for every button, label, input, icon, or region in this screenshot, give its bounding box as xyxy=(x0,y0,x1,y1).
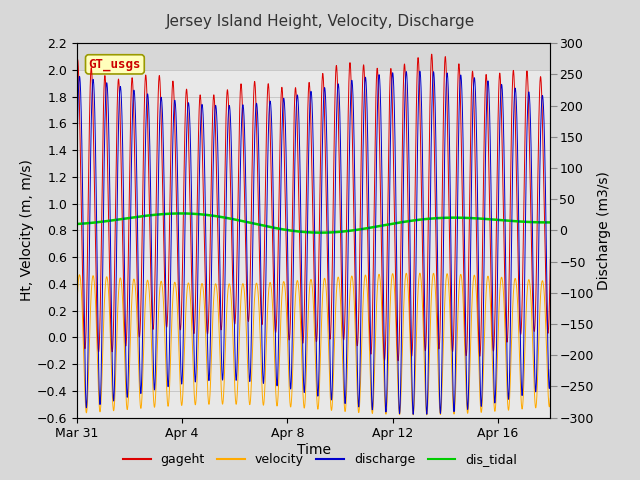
dis_tidal xyxy=(546,219,554,225)
Legend: gageht, velocity, discharge, dis_tidal: gageht, velocity, discharge, dis_tidal xyxy=(118,448,522,471)
gageht xyxy=(158,147,166,153)
velocity xyxy=(419,324,427,330)
gageht xyxy=(296,221,303,227)
velocity xyxy=(546,401,554,407)
discharge xyxy=(296,129,303,134)
dis_tidal xyxy=(393,220,401,226)
velocity xyxy=(73,308,81,314)
Text: GT_usgs: GT_usgs xyxy=(88,58,141,71)
velocity xyxy=(446,313,454,319)
Y-axis label: Discharge (m3/s): Discharge (m3/s) xyxy=(596,171,611,290)
discharge xyxy=(158,99,166,105)
gageht xyxy=(419,286,427,292)
dis_tidal xyxy=(158,211,166,217)
discharge xyxy=(73,167,81,173)
gageht xyxy=(393,335,401,341)
X-axis label: Time: Time xyxy=(296,443,331,457)
dis_tidal xyxy=(446,215,454,221)
gageht xyxy=(394,358,402,363)
Line: dis_tidal: dis_tidal xyxy=(77,214,550,233)
Line: discharge: discharge xyxy=(77,71,550,414)
dis_tidal xyxy=(419,216,427,222)
dis_tidal xyxy=(177,211,185,216)
velocity xyxy=(158,280,166,286)
gageht xyxy=(547,256,554,262)
discharge xyxy=(547,367,554,372)
gageht xyxy=(73,69,81,75)
discharge xyxy=(546,380,554,385)
discharge xyxy=(416,68,424,74)
velocity xyxy=(393,350,401,356)
dis_tidal xyxy=(317,230,324,236)
Line: velocity: velocity xyxy=(77,273,550,415)
dis_tidal xyxy=(73,221,81,227)
discharge xyxy=(410,411,417,417)
discharge xyxy=(419,205,427,211)
Line: gageht: gageht xyxy=(77,54,550,360)
velocity xyxy=(410,412,417,418)
dis_tidal xyxy=(296,228,303,234)
Y-axis label: Ht, Velocity (m, m/s): Ht, Velocity (m, m/s) xyxy=(20,159,34,301)
velocity xyxy=(547,396,554,401)
dis_tidal xyxy=(547,219,554,225)
velocity xyxy=(296,292,303,298)
discharge xyxy=(393,270,401,276)
Text: Jersey Island Height, Velocity, Discharge: Jersey Island Height, Velocity, Discharg… xyxy=(165,14,475,29)
gageht xyxy=(546,280,554,286)
gageht xyxy=(446,273,454,279)
gageht xyxy=(428,51,435,57)
discharge xyxy=(446,178,454,184)
Bar xyxy=(77,43,550,70)
velocity xyxy=(416,270,424,276)
